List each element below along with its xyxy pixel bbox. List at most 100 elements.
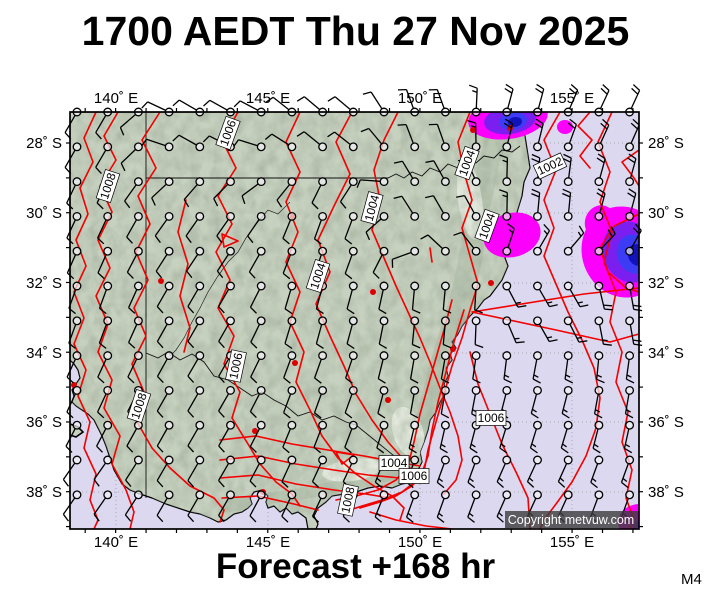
wind-barb bbox=[151, 177, 174, 206]
wind-barb bbox=[563, 316, 588, 343]
wind-barb bbox=[594, 118, 610, 152]
lon-label-top: 145˚ E bbox=[246, 90, 290, 107]
wind-barb bbox=[218, 281, 235, 314]
lat-label-left: 38˚ S bbox=[26, 484, 62, 501]
wind-barb bbox=[594, 281, 613, 311]
wind-barb bbox=[98, 316, 113, 349]
copyright-watermark: Copyright metvuw.com bbox=[505, 511, 638, 528]
wind-barb bbox=[342, 455, 358, 488]
wind-barb bbox=[531, 188, 542, 221]
wind-barb bbox=[471, 281, 483, 314]
wind-barb bbox=[93, 490, 113, 522]
wind-barb bbox=[250, 351, 266, 384]
wind-barb bbox=[346, 281, 358, 315]
wind-barb bbox=[436, 455, 450, 489]
wind-barb bbox=[529, 420, 542, 454]
lat-label-right: 28˚ S bbox=[648, 135, 684, 152]
wind-barb bbox=[440, 316, 452, 349]
wind-barb bbox=[339, 177, 358, 209]
isobar-label: 1004 bbox=[360, 191, 384, 225]
wind-barb bbox=[156, 316, 174, 349]
isobar-label: 1006 bbox=[225, 349, 247, 383]
isobar-label: 1006 bbox=[475, 410, 507, 426]
wind-barb bbox=[156, 490, 174, 523]
lon-label-bottom: 150˚ E bbox=[398, 534, 442, 551]
wind-barb bbox=[296, 131, 328, 152]
wind-barb bbox=[124, 490, 143, 522]
wind-barb bbox=[284, 281, 297, 315]
wind-barb bbox=[248, 246, 266, 279]
wind-barb bbox=[378, 281, 389, 315]
isobar-label: 1008 bbox=[126, 388, 152, 424]
wind-barb bbox=[397, 123, 420, 152]
wind-barb bbox=[590, 455, 604, 489]
wind-barb bbox=[563, 225, 585, 256]
wind-barb bbox=[393, 195, 420, 221]
isobar-label: 1008 bbox=[95, 168, 121, 204]
wind-barb bbox=[409, 385, 420, 419]
wind-barb bbox=[313, 351, 328, 384]
wind-barb bbox=[156, 420, 174, 453]
svg-text:1004: 1004 bbox=[362, 193, 383, 223]
wind-barb bbox=[327, 131, 358, 152]
lat-label-left: 36˚ S bbox=[26, 414, 62, 431]
svg-text:1004: 1004 bbox=[381, 456, 408, 470]
wind-barb bbox=[241, 177, 266, 205]
wind-barb bbox=[218, 455, 235, 488]
map-frame bbox=[69, 111, 640, 530]
wind-barb bbox=[625, 351, 635, 384]
wind-barb bbox=[467, 490, 481, 523]
wind-barb bbox=[233, 139, 266, 152]
lat-label-left: 30˚ S bbox=[26, 205, 62, 222]
rivers bbox=[169, 201, 291, 357]
city-dot bbox=[470, 127, 476, 133]
wind-barb bbox=[276, 177, 297, 208]
wind-barb bbox=[557, 455, 573, 488]
wind-barb bbox=[360, 127, 389, 152]
lon-label-bottom: 140˚ E bbox=[94, 534, 138, 551]
svg-text:Copyright metvuw.com: Copyright metvuw.com bbox=[508, 513, 634, 527]
wind-barb bbox=[533, 281, 558, 308]
wind-barb bbox=[282, 420, 297, 454]
wind-barb bbox=[282, 211, 297, 245]
wind-barb bbox=[281, 490, 297, 523]
wind-barb bbox=[425, 195, 450, 221]
wind-barb bbox=[374, 490, 389, 523]
wind-barb bbox=[313, 211, 328, 245]
wind-barb bbox=[97, 246, 113, 280]
wind-barb bbox=[502, 118, 514, 152]
wind-barb bbox=[533, 316, 558, 343]
wind-barb bbox=[372, 246, 389, 279]
svg-text:1006: 1006 bbox=[226, 351, 245, 380]
lon-label-top: 155˚ E bbox=[550, 90, 594, 107]
wind-barb bbox=[377, 351, 389, 384]
wind-barb bbox=[563, 281, 589, 308]
lon-label-bottom: 155˚ E bbox=[550, 534, 594, 551]
wind-barb bbox=[187, 420, 205, 453]
wind-barb bbox=[408, 420, 420, 454]
isobar-label: 1002 bbox=[532, 152, 568, 180]
wind-barb bbox=[313, 420, 328, 454]
wind-barb bbox=[344, 385, 358, 419]
wind-barb bbox=[624, 385, 635, 419]
wind-barb bbox=[126, 211, 143, 244]
wind-barb bbox=[563, 351, 574, 384]
city-dot bbox=[292, 360, 298, 366]
wind-barb bbox=[625, 316, 643, 347]
wind-barb bbox=[594, 316, 612, 346]
wind-barb bbox=[62, 490, 82, 522]
wind-barb bbox=[155, 246, 174, 279]
wind-barb bbox=[311, 455, 328, 488]
wind-barb bbox=[313, 385, 328, 419]
wind-barb bbox=[592, 420, 604, 454]
lat-label-right: 38˚ S bbox=[648, 484, 684, 501]
wind-barb bbox=[356, 177, 389, 189]
wind-barb bbox=[311, 490, 328, 523]
wind-barb bbox=[594, 351, 605, 384]
lat-label-left: 34˚ S bbox=[26, 345, 62, 362]
lat-label-left: 32˚ S bbox=[26, 275, 62, 292]
wind-barb bbox=[213, 177, 235, 207]
wind-barb bbox=[66, 385, 82, 419]
wind-barb bbox=[344, 246, 358, 280]
